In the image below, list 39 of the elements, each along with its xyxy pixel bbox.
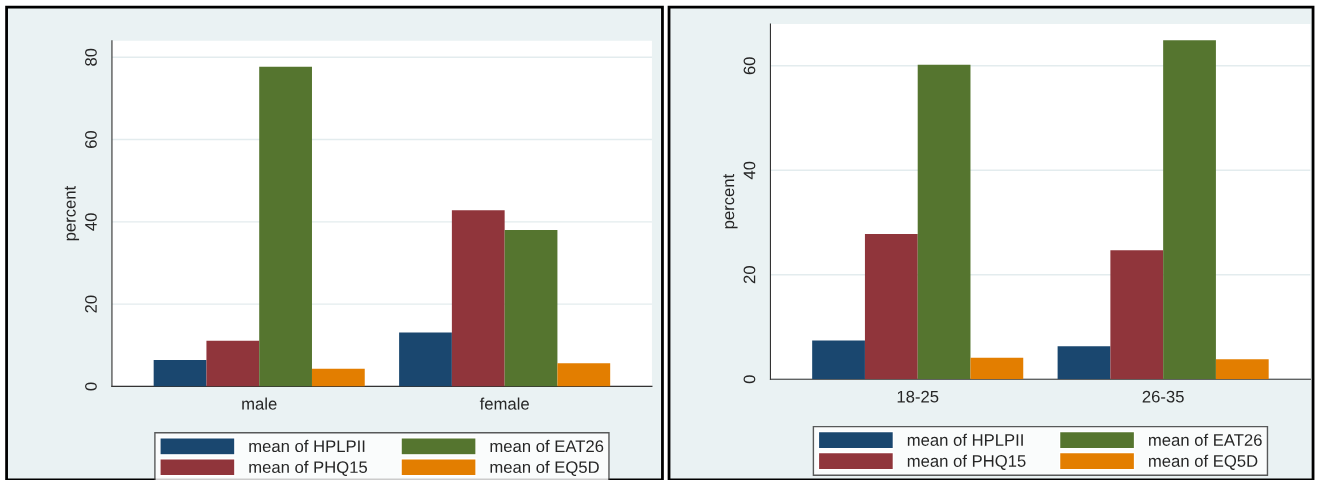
legend-label: mean of PHQ15 [249,460,368,477]
bar [206,340,260,387]
bar [259,66,312,387]
y-tick-label: 40 [743,161,756,180]
bar [1057,346,1111,380]
bar [812,340,865,380]
y-axis-title: percent [64,185,80,241]
x-tick-label: male [242,397,277,410]
y-axis-title: percent [723,173,738,229]
bar [970,357,1024,380]
bar [451,210,505,387]
legend-label: mean of EAT26 [490,439,604,453]
bar [917,64,971,380]
legend-label: mean of PHQ15 [907,454,1026,470]
legend-label: mean of HPLPII [907,433,1023,446]
y-tick-label: 60 [85,130,97,148]
legend-label: mean of EAT26 [1149,433,1262,446]
bar [1163,40,1216,380]
bar [153,360,207,387]
y-tick-label: 80 [85,48,97,66]
y-tick-label: 0 [743,375,756,384]
legend-label: mean of EQ5D [490,460,599,477]
bar [311,368,365,387]
bar [1110,250,1164,380]
y-tick-label: 20 [85,295,97,313]
bar [864,233,918,380]
x-tick-label: female [479,397,529,410]
bar [557,363,611,387]
x-tick-label: 18-25 [897,390,939,403]
bar [1215,359,1269,380]
legend-label: mean of EQ5D [1149,454,1258,470]
bar [504,230,558,387]
y-tick-label: 60 [743,57,756,75]
y-tick-label: 40 [85,213,97,231]
legend-label: mean of HPLPII [249,439,365,453]
x-tick-label: 26-35 [1142,390,1184,403]
y-tick-label: 0 [85,382,97,391]
bar [399,332,452,387]
y-tick-label: 20 [743,266,756,284]
